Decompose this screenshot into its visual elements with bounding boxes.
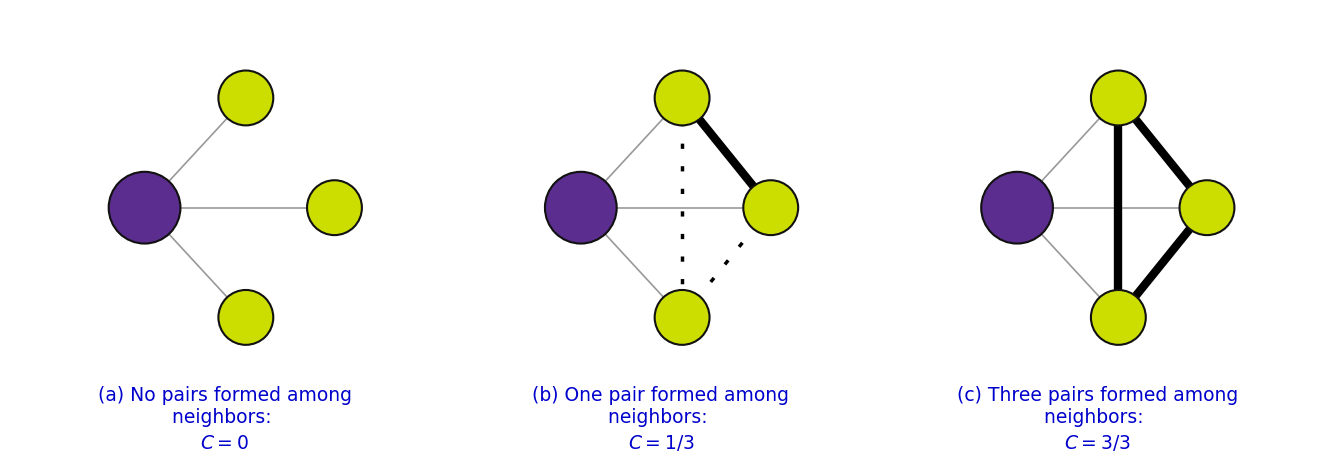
Text: (b) One pair formed among
neighbors:: (b) One pair formed among neighbors: xyxy=(533,386,789,427)
Circle shape xyxy=(218,70,274,126)
Circle shape xyxy=(1091,70,1146,126)
Circle shape xyxy=(981,172,1052,244)
Circle shape xyxy=(654,70,710,126)
Circle shape xyxy=(545,172,616,244)
Circle shape xyxy=(1179,180,1235,235)
Circle shape xyxy=(1091,290,1146,345)
Circle shape xyxy=(218,290,274,345)
Text: $\mathbf{\mathit{C = 0}}$: $\mathbf{\mathit{C = 0}}$ xyxy=(201,434,249,453)
Text: (a) No pairs formed among
neighbors:: (a) No pairs formed among neighbors: xyxy=(98,386,352,427)
Circle shape xyxy=(307,180,362,235)
Circle shape xyxy=(108,172,180,244)
Text: $\mathbf{\mathit{C = 1 / 3}}$: $\mathbf{\mathit{C = 1 / 3}}$ xyxy=(628,433,694,453)
Text: (c) Three pairs formed among
neighbors:: (c) Three pairs formed among neighbors: xyxy=(957,386,1237,427)
Circle shape xyxy=(654,290,710,345)
Circle shape xyxy=(743,180,798,235)
Text: $\mathbf{\mathit{C = 3 / 3}}$: $\mathbf{\mathit{C = 3 / 3}}$ xyxy=(1064,433,1130,453)
